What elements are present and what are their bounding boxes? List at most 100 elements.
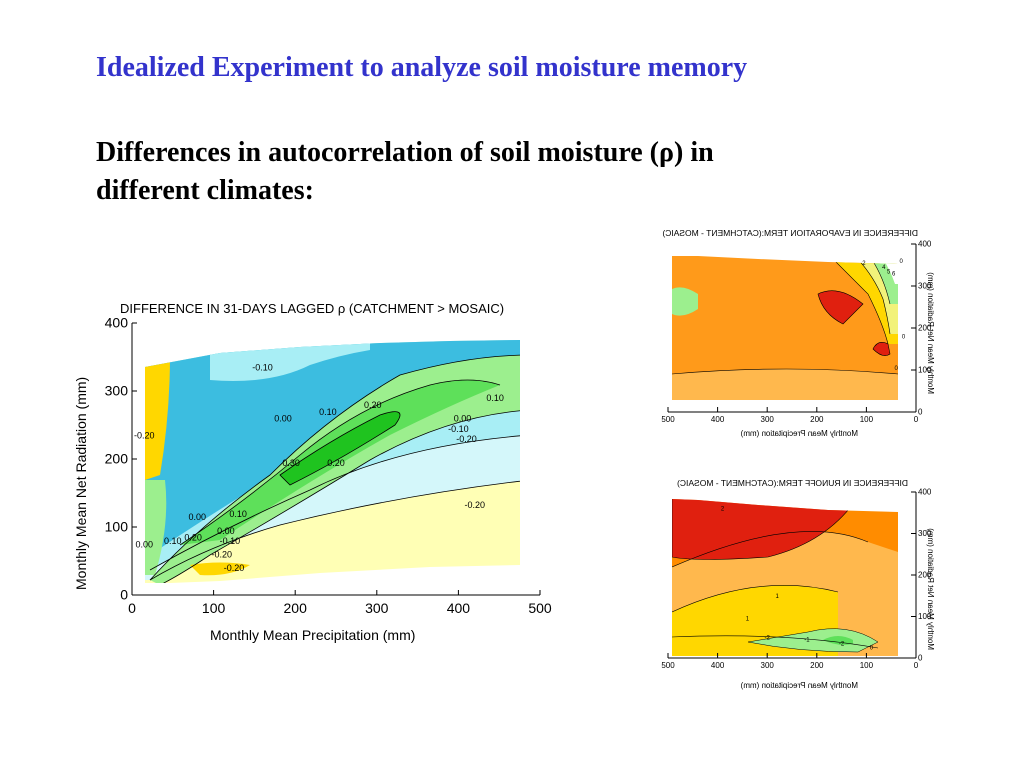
slide-subtitle-line-1: Differences in autocorrelation of soil m…: [96, 137, 714, 168]
main-contour-labels: -0.100.000.100.200.100.00-0.10-0.200.30 0…: [134, 363, 504, 574]
x-tick-label: 200: [810, 661, 824, 670]
fill-right-green: [672, 287, 698, 316]
y-tick-label: 400: [105, 315, 129, 331]
x-tick-label: 200: [284, 600, 308, 616]
contour-line: [827, 256, 889, 345]
runoff-axes: 0 100 200 300 400 500 0 100 200 300 400: [661, 488, 932, 670]
fill-green-dark: [280, 411, 400, 485]
contour-label: 0.10: [319, 407, 337, 417]
contour-label: 0.20: [184, 533, 202, 543]
contour-label: 0.00: [454, 414, 472, 424]
contour-label: 0: [899, 259, 903, 265]
x-tick-label: 500: [661, 661, 675, 670]
contour-label: -0.10: [220, 536, 241, 546]
slide-title: Idealized Experiment to analyze soil moi…: [96, 52, 748, 83]
x-tick-label: 500: [528, 600, 552, 616]
fill-orange-light: [672, 369, 898, 400]
contour-line: [279, 411, 401, 486]
main-x-axis-label: Monthly Mean Precipitation (mm): [210, 627, 415, 643]
contour-label: 6: [892, 272, 896, 278]
contour-line: [672, 531, 869, 568]
x-tick-label: 100: [860, 661, 874, 670]
x-tick-label: 0: [914, 661, 919, 670]
main-axes: 0 100 200 300 400 500 0 100 200 300 400: [105, 315, 552, 616]
contour-label: 0.10: [164, 536, 182, 546]
y-tick-label: 300: [105, 383, 129, 399]
contour-label: -0.10: [252, 363, 273, 373]
y-tick-label: 400: [918, 488, 932, 497]
main-contour-lines: [149, 354, 520, 583]
contour-label: 0.00: [189, 512, 207, 522]
contour-line: [852, 256, 891, 335]
evaporation-contour-labels: 0 0 0 2 45 6: [862, 259, 906, 372]
contour-line: [149, 434, 520, 571]
evaporation-contour-fills: [672, 256, 898, 400]
x-tick-label: 400: [447, 600, 471, 616]
fill-red-small: [872, 342, 891, 356]
y-tick-label: 200: [918, 571, 932, 580]
contour-label: -0.10: [448, 424, 469, 434]
x-tick-label: 100: [202, 600, 226, 616]
contour-label: -0.20: [212, 550, 233, 560]
contour-label: 1: [775, 594, 779, 600]
contour-label: 0.10: [229, 509, 247, 519]
y-tick-label: 300: [918, 282, 932, 291]
contour-label: 0.00: [217, 526, 235, 536]
evaporation-contour-chart: DIFFERENCE IN EVAPORATION TERM:(CATCHMEN…: [661, 228, 935, 438]
fill-red: [672, 499, 859, 560]
contour-label: 0.30: [282, 458, 300, 468]
runoff-contour-chart: DIFFERENCE IN RUNOFF TERM:(CATCHMENT - M…: [661, 478, 935, 690]
contour-line: [672, 368, 898, 375]
contour-label: -2: [839, 642, 845, 648]
fill-green-mid: [823, 636, 853, 645]
runoff-chart-title: DIFFERENCE IN RUNOFF TERM:(CATCHMENT - M…: [677, 478, 908, 488]
runoff-contour-figure: DIFFERENCE IN RUNOFF TERM:(CATCHMENT - M…: [638, 472, 938, 694]
contour-label: 0.10: [486, 393, 504, 403]
x-tick-label: 300: [365, 600, 389, 616]
contour-label: 0: [902, 335, 906, 341]
runoff-y-axis-label: Monthly Mean Net Radiation (mm): [926, 528, 935, 650]
runoff-contour-fills: [672, 499, 898, 656]
y-tick-label: 100: [918, 612, 932, 621]
contour-label: -0.20: [224, 563, 245, 573]
y-tick-label: 400: [918, 240, 932, 249]
runoff-contour-lines: [672, 531, 879, 649]
y-tick-label: 0: [120, 587, 128, 603]
contour-label: -0.20: [464, 500, 485, 510]
contour-line: [672, 585, 839, 613]
contour-label: -1: [804, 637, 810, 643]
contour-line: [159, 409, 520, 583]
contour-line: [672, 635, 879, 649]
contour-label: 0.20: [327, 458, 345, 468]
evaporation-contour-figure: DIFFERENCE IN EVAPORATION TERM:(CATCHMEN…: [638, 224, 938, 444]
slide-subtitle-line-2: different climates:: [96, 175, 314, 206]
x-tick-label: 300: [761, 415, 775, 424]
x-tick-label: 100: [860, 415, 874, 424]
main-contour-figure: DIFFERENCE IN 31-DAYS LAGGED ρ (CATCHMEN…: [70, 295, 560, 650]
contour-line: [179, 379, 501, 546]
x-tick-label: 400: [711, 661, 725, 670]
x-tick-label: 400: [711, 415, 725, 424]
contour-label: -0.20: [456, 434, 477, 444]
contour-line: [149, 354, 520, 581]
fill-left-yellow: [145, 355, 170, 480]
contour-label: -0.20: [134, 431, 155, 441]
evaporation-y-axis-label: Monthly Mean Net Radiation (mm): [926, 272, 935, 394]
main-y-axis-label: Monthly Mean Net Radiation (mm): [73, 377, 89, 590]
fill-red-main: [817, 290, 864, 325]
main-chart-title: DIFFERENCE IN 31-DAYS LAGGED ρ (CATCHMEN…: [120, 301, 504, 316]
fill-bottom-yellow: [190, 562, 250, 576]
runoff-x-axis-label: Monthly Mean Precipitation (mm): [740, 681, 858, 690]
x-tick-label: 200: [810, 415, 824, 424]
contour-label: 2: [721, 507, 725, 513]
y-tick-label: 0: [918, 408, 923, 417]
contour-line: [149, 479, 520, 581]
evaporation-x-axis-label: Monthly Mean Precipitation (mm): [740, 429, 858, 438]
y-tick-label: 100: [105, 519, 129, 535]
runoff-contour-labels: 2 1 1 0 -2 -1 -2: [721, 507, 874, 652]
contour-label: 4: [882, 265, 886, 271]
contour-label: -2: [765, 635, 771, 641]
contour-label: 2: [862, 261, 866, 267]
contour-label: 0: [894, 366, 898, 372]
